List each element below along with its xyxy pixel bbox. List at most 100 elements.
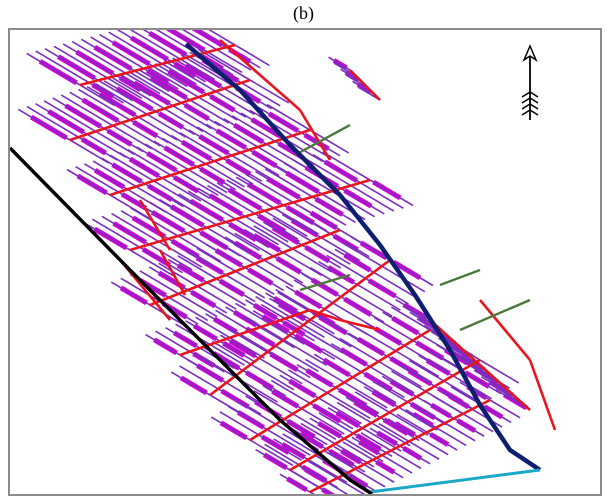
lateral-line [172, 105, 212, 130]
lateral-line [361, 427, 402, 452]
lateral-line [279, 473, 311, 493]
lateral-line [309, 129, 350, 154]
branch-drain [439, 268, 481, 287]
lateral-line [359, 182, 404, 209]
lateral-line [335, 386, 380, 414]
lateral-line [275, 288, 311, 311]
lateral-line [348, 332, 388, 357]
lateral-line [209, 343, 245, 366]
lateral-line [179, 132, 224, 159]
lateral-line [369, 179, 414, 207]
lateral-line [62, 43, 117, 77]
lateral-line [179, 171, 219, 197]
lateral-line [197, 126, 241, 154]
lateral-line [170, 60, 206, 83]
lateral-line [300, 206, 341, 231]
lateral-line [272, 217, 312, 242]
secondary-canal-line [369, 468, 541, 494]
lateral-line [414, 404, 446, 424]
lateral-line [110, 154, 154, 182]
lateral-line [299, 312, 335, 335]
lateral-line [206, 93, 247, 118]
lateral-line [313, 353, 354, 378]
lateral-line [80, 38, 136, 72]
lateral-line [225, 221, 270, 249]
branch-drain [459, 298, 531, 332]
lateral-line [103, 80, 157, 113]
lateral-line [162, 137, 207, 165]
lateral-line [215, 224, 260, 251]
lateral-line [161, 63, 197, 85]
north-arrow-head [522, 44, 538, 63]
lateral-line [83, 163, 128, 191]
lateral-line [44, 47, 99, 81]
lateral-line [351, 436, 383, 456]
lateral-line [427, 349, 463, 372]
lateral-line [249, 439, 294, 467]
lateral-line [129, 71, 182, 104]
lateral-line [288, 468, 320, 489]
lateral-line [363, 386, 399, 408]
lateral-line [283, 339, 328, 366]
lateral-line [181, 30, 218, 51]
lateral-line [258, 357, 303, 385]
lateral-line [488, 382, 524, 405]
lateral-line [117, 30, 172, 63]
lateral-line [361, 371, 405, 399]
connector-canal [158, 249, 187, 296]
lateral-line [299, 326, 344, 354]
lateral-line [343, 381, 388, 409]
lateral-line [373, 271, 418, 299]
lateral-line [143, 67, 179, 90]
lateral-line [386, 355, 431, 383]
lateral-line [120, 277, 160, 302]
lateral-line [17, 108, 71, 141]
lateral-line [389, 411, 429, 437]
lateral-line [259, 326, 295, 349]
lateral-line [309, 417, 345, 440]
lateral-line [250, 363, 295, 391]
lateral-line [219, 411, 259, 436]
lateral-line [297, 464, 329, 484]
lateral-line [139, 204, 189, 234]
lateral-line [79, 84, 115, 107]
lateral-line [318, 260, 358, 286]
lateral-line [196, 247, 236, 272]
lateral-line [110, 281, 151, 306]
main-canal [349, 69, 381, 101]
lateral-line [75, 165, 120, 193]
lateral-line [207, 184, 256, 215]
lateral-line [177, 255, 217, 280]
lateral-line [324, 450, 356, 470]
lateral-line [318, 412, 354, 435]
lateral-line [305, 358, 345, 384]
lateral-line [418, 354, 454, 377]
lateral-line [214, 120, 259, 148]
lateral-line [210, 416, 251, 441]
lateral-line [186, 251, 227, 276]
lateral-line [146, 113, 187, 138]
lateral-line [387, 418, 419, 438]
lateral-line [144, 183, 184, 208]
lateral-line [219, 340, 255, 363]
lateral-line [228, 328, 268, 353]
lateral-line [205, 313, 241, 335]
lateral-line [215, 240, 255, 265]
lateral-line [216, 278, 256, 303]
lateral-line [165, 326, 201, 349]
lateral-line [326, 254, 366, 280]
lateral-line [301, 407, 345, 435]
lateral-line [350, 236, 391, 261]
lateral-line [293, 279, 334, 304]
lateral-line [378, 422, 410, 443]
lateral-line [281, 213, 322, 239]
lateral-line [112, 77, 165, 110]
lateral-line [242, 369, 287, 397]
lateral-line [262, 384, 302, 410]
lateral-line [255, 295, 291, 318]
lateral-line [211, 340, 252, 366]
lateral-line [127, 149, 172, 176]
lateral-line [336, 477, 366, 494]
lateral-line [263, 259, 304, 284]
lateral-line [282, 433, 318, 455]
